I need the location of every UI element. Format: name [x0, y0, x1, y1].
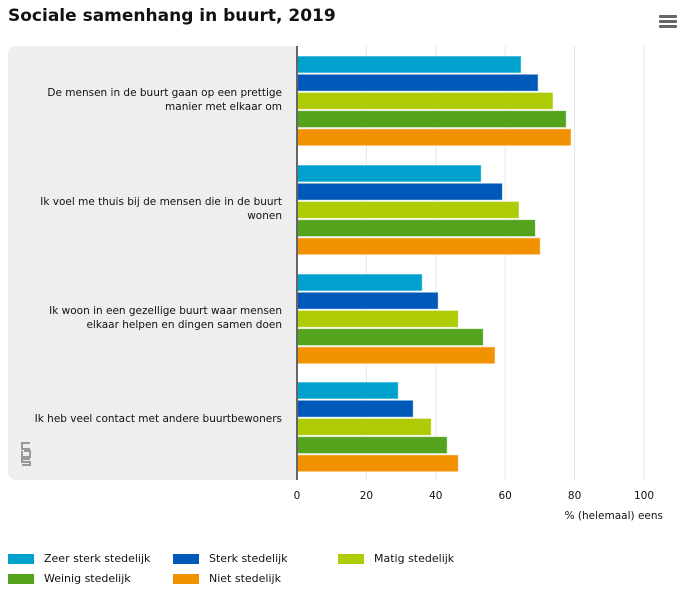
bar[interactable]: [296, 219, 536, 238]
bar[interactable]: [296, 273, 423, 292]
legend-item[interactable]: Matig stedelijk: [338, 552, 454, 565]
category-label: Ik heb veel contact met andere buurtbewo…: [34, 413, 282, 425]
x-tick-label: 20: [360, 490, 373, 502]
legend-label: Weinig stedelijk: [44, 572, 131, 585]
bar-chart: 0 20 40 60 80 100: [294, 46, 654, 502]
bar[interactable]: [296, 399, 414, 418]
legend-label: Zeer sterk stedelijk: [44, 552, 151, 565]
bar[interactable]: [296, 110, 567, 129]
legend-label: Sterk stedelijk: [209, 552, 288, 565]
bar[interactable]: [296, 73, 539, 92]
category-label: Ik woon in een gezellige buurt waar mens…: [49, 305, 282, 331]
legend-item[interactable]: Niet stedelijk: [173, 572, 281, 585]
chart-title: Sociale samenhang in buurt, 2019: [8, 6, 336, 26]
legend-item[interactable]: Zeer sterk stedelijk: [8, 552, 150, 565]
x-tick-label: 100: [634, 490, 654, 502]
legend-item[interactable]: Weinig stedelijk: [8, 572, 131, 585]
bar[interactable]: [296, 128, 572, 147]
bar[interactable]: [296, 309, 459, 328]
legend-swatch: [173, 573, 199, 584]
category-panel: [8, 46, 297, 480]
bar[interactable]: [296, 454, 459, 473]
legend-swatch: [8, 573, 34, 584]
x-axis-label: % (helemaal) eens: [564, 510, 663, 522]
bar[interactable]: [296, 91, 554, 110]
legend-label: Matig stedelijk: [374, 552, 455, 565]
bar[interactable]: [296, 164, 482, 183]
bar[interactable]: [296, 237, 541, 256]
bar[interactable]: [296, 55, 522, 74]
x-tick-label: 40: [429, 490, 442, 502]
legend-swatch: [338, 553, 364, 564]
legend-swatch: [8, 553, 34, 564]
category-label: Ik voel me thuis bij de mensen die in de…: [40, 196, 282, 222]
hamburger-menu-icon[interactable]: [659, 15, 677, 29]
bar[interactable]: [296, 200, 520, 219]
bar[interactable]: [296, 346, 496, 365]
bar[interactable]: [296, 328, 484, 347]
cbs-logo-icon: [21, 442, 31, 466]
legend-item[interactable]: Sterk stedelijk: [173, 552, 288, 565]
bar[interactable]: [296, 291, 439, 310]
x-tick-label: 0: [294, 490, 301, 502]
bar[interactable]: [296, 436, 448, 455]
category-label: De mensen in de buurt gaan op een pretti…: [47, 87, 282, 113]
x-tick-label: 80: [568, 490, 581, 502]
legend-label: Niet stedelijk: [209, 572, 281, 585]
legend-swatch: [173, 553, 199, 564]
x-tick-label: 60: [499, 490, 512, 502]
bar[interactable]: [296, 417, 432, 436]
bar[interactable]: [296, 182, 503, 201]
bar[interactable]: [296, 381, 399, 400]
